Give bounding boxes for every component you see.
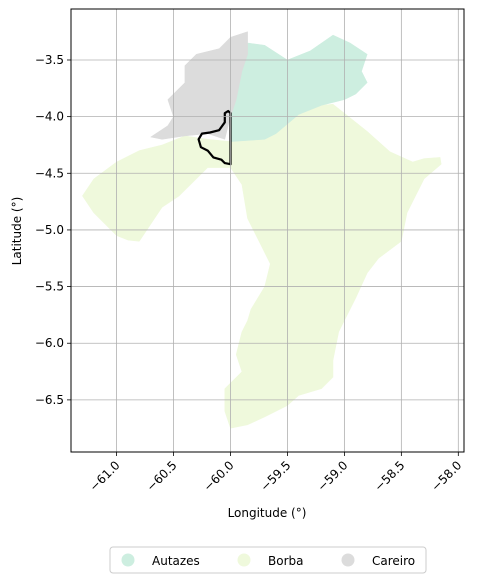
legend-entry-borba: Borba: [237, 553, 303, 568]
y-tick-label: −5.5: [35, 280, 64, 294]
x-axis-label: Longitude (°): [228, 506, 307, 520]
y-tick-label: −6.0: [35, 336, 64, 350]
x-tick-label: −61.0: [87, 458, 123, 494]
legend-marker: [237, 553, 251, 567]
y-axis-label: Latitude (°): [10, 197, 24, 266]
y-tick-label: −6.5: [35, 393, 64, 407]
region-borba: [82, 103, 442, 429]
x-tick-label: −60.0: [201, 458, 237, 494]
legend-entry-autazes: Autazes: [121, 553, 200, 568]
legend-entry-careiro: Careiro: [341, 553, 415, 568]
plot-frame: [70, 8, 465, 453]
y-tick-label: −4.5: [35, 166, 64, 180]
y-axis-ticks: −3.5 −4.0 −4.5 −5.0 −5.5 −6.0 −6.5: [35, 53, 71, 407]
legend-marker: [341, 553, 355, 567]
y-tick-label: −5.0: [35, 223, 64, 237]
x-tick-label: −60.5: [144, 458, 180, 494]
x-tick-label: −58.0: [429, 458, 465, 494]
legend-label: Borba: [268, 554, 303, 568]
y-tick-label: −4.0: [35, 110, 64, 124]
legend-label: Autazes: [152, 554, 200, 568]
grid-layer: [71, 9, 464, 452]
legend-box: [109, 546, 427, 574]
legend: Autazes Borba Careiro: [109, 546, 427, 574]
legend-marker: [121, 553, 135, 567]
legend-label: Careiro: [372, 554, 415, 568]
x-tick-label: −59.0: [315, 458, 351, 494]
y-tick-label: −3.5: [35, 53, 64, 67]
x-tick-label: −59.5: [258, 458, 294, 494]
region-layer: [82, 31, 442, 429]
x-axis-ticks: −61.0 −60.5 −60.0 −59.5 −59.0 −58.5 −58.0: [87, 452, 465, 494]
x-tick-label: −58.5: [372, 458, 408, 494]
